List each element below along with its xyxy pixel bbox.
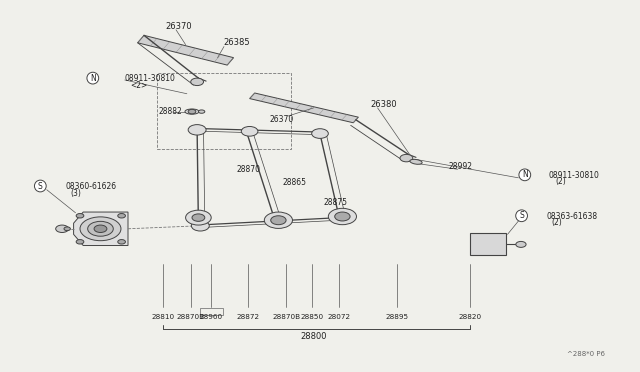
Ellipse shape: [198, 110, 205, 113]
Circle shape: [331, 211, 351, 223]
Text: 28850: 28850: [300, 314, 323, 320]
Polygon shape: [138, 35, 234, 65]
Text: (3): (3): [70, 189, 81, 198]
Polygon shape: [74, 212, 128, 246]
Text: S: S: [38, 182, 43, 190]
Circle shape: [264, 212, 292, 228]
Circle shape: [312, 129, 328, 138]
Text: 28870B: 28870B: [272, 314, 300, 320]
Circle shape: [191, 78, 204, 86]
Circle shape: [516, 241, 526, 247]
Text: 08360-61626: 08360-61626: [65, 182, 116, 191]
Circle shape: [76, 240, 84, 244]
Circle shape: [191, 221, 209, 231]
Text: 28992: 28992: [449, 162, 473, 171]
Bar: [200, 308, 223, 315]
Text: 28895: 28895: [385, 314, 408, 320]
Text: ^288*0 P6: ^288*0 P6: [566, 351, 605, 357]
Text: 28072: 28072: [328, 314, 351, 320]
Text: N: N: [522, 170, 527, 179]
Text: <2>: <2>: [130, 81, 147, 90]
Circle shape: [94, 225, 107, 232]
Text: 28882: 28882: [159, 107, 182, 116]
Circle shape: [118, 214, 125, 218]
Circle shape: [80, 217, 121, 241]
Text: (2): (2): [552, 218, 563, 227]
Circle shape: [186, 210, 211, 225]
Circle shape: [188, 109, 196, 114]
Text: 28865: 28865: [282, 178, 307, 187]
Circle shape: [188, 125, 206, 135]
Text: 08363-61638: 08363-61638: [547, 212, 598, 221]
Text: 26370: 26370: [166, 22, 193, 31]
Circle shape: [192, 214, 205, 221]
Circle shape: [76, 214, 84, 218]
Circle shape: [88, 221, 113, 236]
Text: (2): (2): [555, 177, 566, 186]
Circle shape: [335, 212, 350, 221]
Circle shape: [56, 225, 68, 232]
Bar: [470, 233, 506, 255]
Circle shape: [271, 216, 286, 225]
Circle shape: [268, 214, 288, 226]
Text: 28820: 28820: [459, 314, 482, 320]
Circle shape: [241, 126, 258, 136]
Text: 28870B: 28870B: [177, 314, 205, 320]
Text: 28800: 28800: [300, 332, 327, 341]
Text: 26370: 26370: [269, 115, 294, 124]
Ellipse shape: [185, 109, 199, 114]
Circle shape: [64, 227, 70, 231]
Bar: [157, 73, 291, 149]
Circle shape: [328, 208, 356, 225]
Text: N: N: [90, 74, 95, 83]
Circle shape: [118, 240, 125, 244]
Text: 28810: 28810: [152, 314, 175, 320]
Text: 26385: 26385: [223, 38, 250, 47]
Text: 28875: 28875: [324, 198, 348, 207]
Text: 26380: 26380: [371, 100, 397, 109]
Text: 08911-30810: 08911-30810: [548, 171, 599, 180]
Polygon shape: [250, 93, 358, 123]
Text: 08911-30810: 08911-30810: [125, 74, 175, 83]
Circle shape: [400, 154, 413, 162]
Text: 28870: 28870: [236, 165, 260, 174]
Ellipse shape: [410, 159, 422, 164]
Text: 28960: 28960: [200, 314, 223, 320]
Text: S: S: [519, 211, 524, 220]
Text: 28872: 28872: [237, 314, 260, 320]
